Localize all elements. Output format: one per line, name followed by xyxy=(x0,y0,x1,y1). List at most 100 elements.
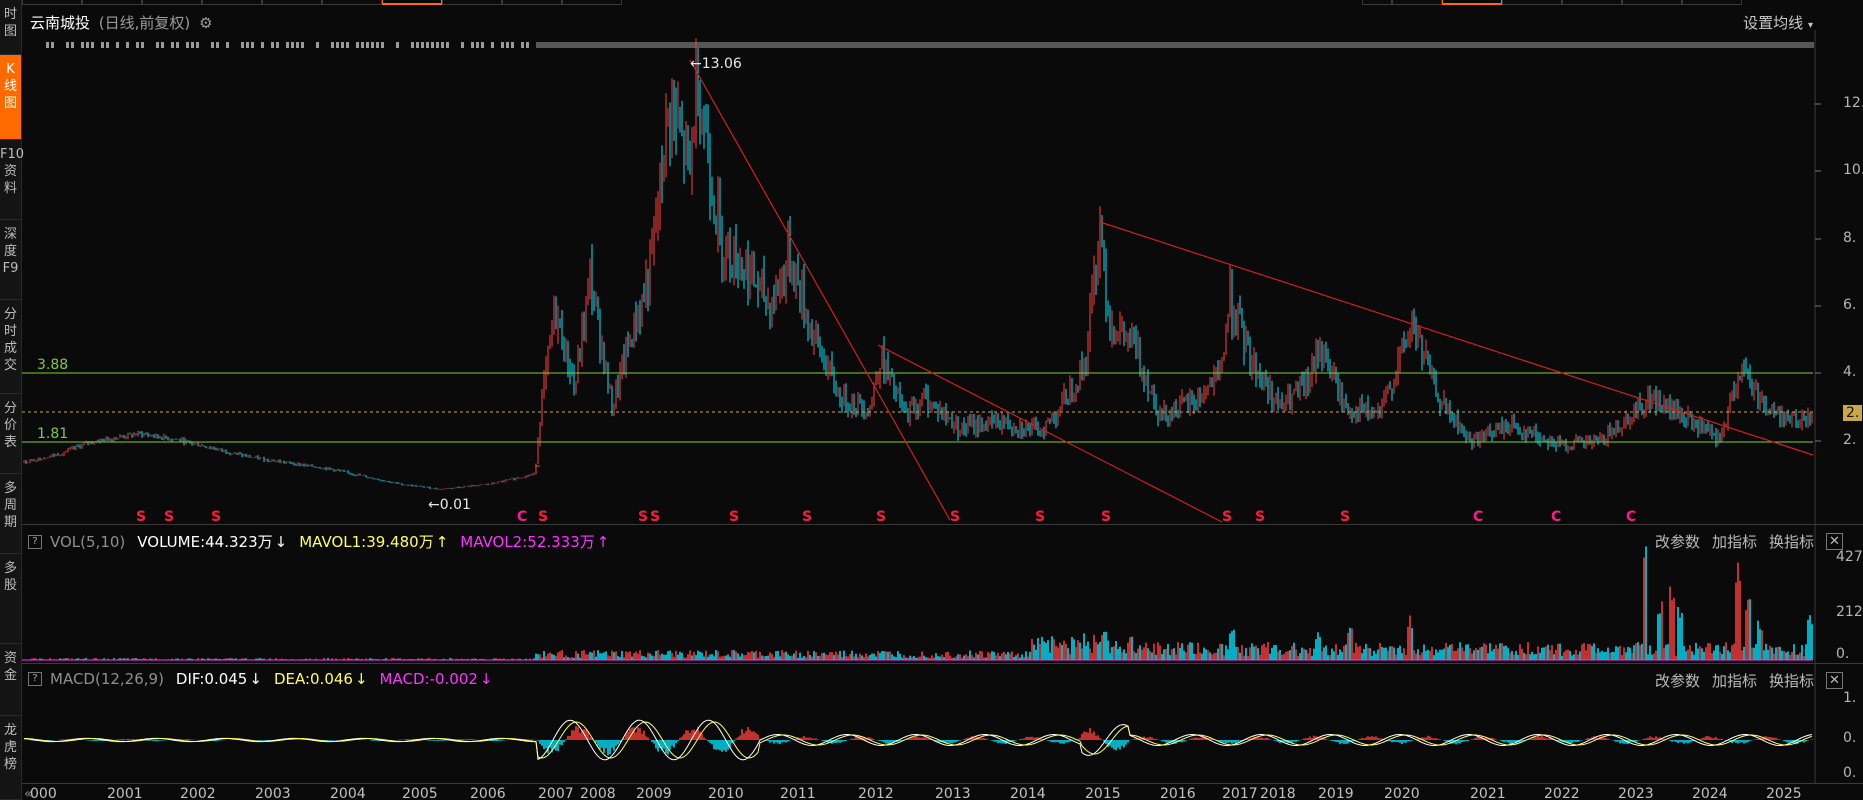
add-indicator-button[interactable]: 加指标 xyxy=(1711,672,1757,690)
event-tick xyxy=(471,42,474,48)
scroll-left-icon[interactable]: « xyxy=(24,786,33,800)
event-tick xyxy=(156,42,159,48)
modify-params-button[interactable]: 改参数 xyxy=(1654,533,1700,551)
macd-legend: ? MACD(12,26,9) DIF:0.045 ↓ DEA:0.046 ↓ … xyxy=(28,670,493,688)
volume-value: VOLUME:44.323万 xyxy=(137,533,273,551)
y-tick: 4. xyxy=(1843,364,1857,380)
arrow-down-icon: ↓ xyxy=(354,670,368,688)
macd-y-tick: 1. xyxy=(1843,690,1857,706)
x-tick-label: 2003 xyxy=(255,786,291,800)
top-tab[interactable] xyxy=(262,0,322,5)
close-icon[interactable]: ✕ xyxy=(1826,672,1843,689)
event-tick xyxy=(371,42,374,48)
tab-multi-stock[interactable]: 多 股 xyxy=(0,554,21,644)
event-tick xyxy=(461,42,464,48)
event-tick xyxy=(501,42,504,48)
dif-line xyxy=(23,719,1813,761)
x-tick-label: 2023 xyxy=(1618,786,1654,800)
event-strip xyxy=(46,42,1814,48)
x-axis-line xyxy=(22,783,1863,784)
stock-header: 云南城投 (日线,前复权) ⚙ xyxy=(30,12,213,33)
top-tab[interactable] xyxy=(142,0,202,5)
event-tick xyxy=(436,42,439,48)
tab-intraday[interactable]: 时 图 xyxy=(0,0,21,55)
y-tick: 8. xyxy=(1843,230,1857,246)
top-tab[interactable] xyxy=(1622,0,1682,5)
level-lower-label: 1.81 xyxy=(37,426,69,442)
switch-indicator-button[interactable]: 换指标 xyxy=(1768,533,1814,551)
modify-params-button[interactable]: 改参数 xyxy=(1654,672,1700,690)
event-tick xyxy=(116,42,119,48)
event-tick xyxy=(301,42,304,48)
arrow-down-icon: ↓ xyxy=(274,532,288,551)
tab-f10[interactable]: F10 资 料 xyxy=(0,140,24,220)
top-tab[interactable] xyxy=(202,0,262,5)
tab-time-trades[interactable]: 分 时 成 交 xyxy=(0,300,21,394)
x-tick-label: 2001 xyxy=(107,786,143,800)
y-tick: 12. xyxy=(1843,95,1863,111)
ma-settings-label: 设置均线 xyxy=(1743,14,1804,32)
tab-price-table[interactable]: 分 价 表 xyxy=(0,394,21,474)
top-tab[interactable] xyxy=(1562,0,1622,5)
help-icon[interactable]: ? xyxy=(28,672,42,686)
x-tick-label: 2022 xyxy=(1544,786,1580,800)
event-tick xyxy=(296,42,299,48)
support-resistance-lines xyxy=(22,372,1813,443)
top-tab[interactable] xyxy=(322,0,382,5)
top-tab-active[interactable] xyxy=(382,0,442,5)
event-tick xyxy=(316,42,319,48)
tab-capital[interactable]: 资 金 xyxy=(0,644,21,716)
x-tick-label: 2013 xyxy=(935,786,971,800)
event-markers: S S S S S S S S S S S S S S SC C C C xyxy=(136,509,1636,525)
x-tick-label: 2006 xyxy=(470,786,506,800)
mavol2-value: MAVOL2:52.333万 xyxy=(460,533,595,551)
top-tab[interactable] xyxy=(22,0,82,5)
event-tick xyxy=(511,42,514,48)
add-indicator-button[interactable]: 加指标 xyxy=(1711,533,1757,551)
y-tick: 2. xyxy=(1843,432,1857,448)
tab-kline[interactable]: K 线 图 xyxy=(0,55,21,140)
tab-multi-period[interactable]: 多 周 期 xyxy=(0,474,21,554)
event-marker-c: C xyxy=(1626,509,1636,525)
top-tab-strip xyxy=(22,0,1863,5)
top-tab[interactable] xyxy=(502,0,562,5)
macd-indicator-name: MACD(12,26,9) xyxy=(50,670,164,688)
trend-lines xyxy=(535,59,1814,523)
event-marker-s: S xyxy=(802,509,812,525)
event-marker-s: S xyxy=(1340,509,1350,525)
x-tick-label: 2018 xyxy=(1260,786,1296,800)
sidebar: 时 图 K 线 图 F10 资 料 深 度 F9 分 时 成 交 分 价 表 多… xyxy=(0,0,24,800)
macd-y-tick: 0. xyxy=(1843,730,1857,746)
x-tick-label: 2016 xyxy=(1160,786,1196,800)
event-tick xyxy=(161,42,164,48)
event-tick xyxy=(251,42,254,48)
tab-dragon-tiger[interactable]: 龙 虎 榜 xyxy=(0,716,21,800)
switch-indicator-button[interactable]: 换指标 xyxy=(1768,672,1814,690)
top-tab-active[interactable] xyxy=(1442,0,1502,5)
event-tick xyxy=(346,42,349,48)
event-tick xyxy=(526,42,529,48)
top-tab[interactable] xyxy=(1392,0,1442,5)
top-tab[interactable] xyxy=(1682,0,1742,5)
macd-panel-buttons: 改参数 加指标 换指标 ✕ xyxy=(1643,670,1843,691)
event-marker-s: S xyxy=(650,509,660,525)
top-tab[interactable] xyxy=(1502,0,1562,5)
x-tick-label: 2015 xyxy=(1085,786,1121,800)
tab-depth-f9[interactable]: 深 度 F9 xyxy=(0,220,21,300)
axis-lines xyxy=(1814,30,1821,783)
x-tick-label: 2005 xyxy=(402,786,438,800)
event-tick xyxy=(86,42,89,48)
close-icon[interactable]: ✕ xyxy=(1826,533,1843,550)
gear-icon[interactable]: ⚙ xyxy=(199,14,213,32)
event-tick xyxy=(106,42,109,48)
event-marker-s: S xyxy=(876,509,886,525)
top-tab[interactable] xyxy=(82,0,142,5)
help-icon[interactable]: ? xyxy=(28,534,42,549)
ma-settings-button[interactable]: 设置均线 ▾ xyxy=(1743,12,1813,33)
top-tab[interactable] xyxy=(442,0,502,5)
top-tab[interactable] xyxy=(562,0,622,5)
event-tick xyxy=(81,42,84,48)
top-tab[interactable] xyxy=(1362,0,1392,5)
low-marker-value: 0.01 xyxy=(439,497,471,513)
